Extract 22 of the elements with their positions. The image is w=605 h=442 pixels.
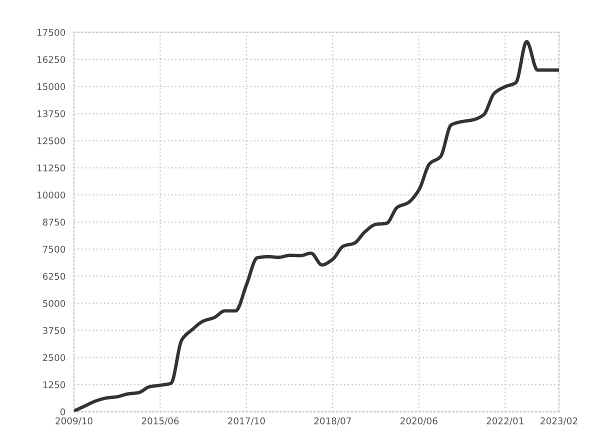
y-tick-label: 1250	[43, 381, 66, 388]
y-tick-label: 12500	[38, 137, 66, 144]
y-tick-label: 5000	[43, 300, 66, 307]
y-tick-label: 0	[60, 408, 66, 416]
y-tick-label: 2500	[43, 354, 66, 362]
y-tick-label: 13750	[38, 110, 66, 118]
y-tick-label: 7500	[43, 246, 66, 253]
y-tick-label: 3750	[43, 327, 66, 334]
x-tick-label: 2018/07	[314, 417, 351, 426]
y-tick-label: 10000	[38, 192, 66, 199]
x-tick-label: 2023/02	[540, 417, 578, 426]
x-tick-label: 2020/06	[400, 417, 438, 426]
y-tick-label: 16250	[38, 56, 66, 64]
y-tick-label: 6250	[42, 272, 66, 280]
y-tick-label: 15000	[38, 83, 66, 90]
y-tick-label: 11250	[38, 164, 66, 172]
x-tick-label: 2022/01	[486, 417, 524, 426]
x-tick-label: 2009/10	[56, 417, 92, 426]
x-tick-label: 2017/10	[228, 417, 265, 426]
y-tick-label: 17500	[38, 28, 66, 36]
x-tick-label: 2015/06	[142, 417, 179, 426]
y-tick-label: 8750	[42, 218, 66, 226]
